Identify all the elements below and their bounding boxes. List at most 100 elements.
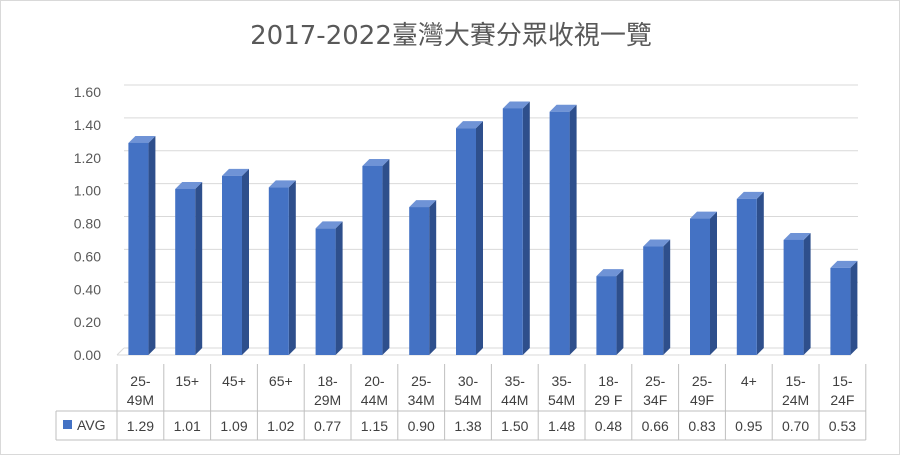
bar-side bbox=[288, 180, 296, 355]
bar-side bbox=[476, 121, 483, 355]
bar-side bbox=[616, 269, 624, 355]
bar-side bbox=[663, 239, 671, 355]
data-value-label: 1.02 bbox=[267, 418, 294, 434]
data-value-label: 0.95 bbox=[735, 418, 762, 434]
category-label: 44M bbox=[501, 392, 528, 408]
category-label: 18- bbox=[598, 373, 619, 389]
data-value-label: 1.50 bbox=[501, 418, 528, 434]
bar bbox=[128, 142, 149, 355]
bar-side bbox=[382, 158, 390, 355]
bar-top bbox=[830, 260, 858, 268]
bar-side bbox=[803, 232, 811, 355]
category-label: 25- bbox=[130, 373, 151, 389]
data-value-label: 1.09 bbox=[220, 418, 247, 434]
category-label: 49F bbox=[690, 392, 714, 408]
bar bbox=[315, 228, 336, 355]
bar-top bbox=[456, 121, 483, 129]
bar bbox=[690, 218, 710, 355]
bar bbox=[596, 276, 617, 355]
category-label: 35- bbox=[551, 373, 572, 389]
category-label: 25- bbox=[645, 373, 666, 389]
data-value-label: 0.66 bbox=[642, 418, 669, 434]
bar bbox=[643, 246, 664, 355]
bar-side bbox=[242, 168, 249, 355]
y-tick-label: 1.00 bbox=[74, 183, 101, 199]
bar-top bbox=[643, 239, 671, 247]
floor-edge bbox=[116, 347, 125, 356]
bar-side bbox=[335, 221, 343, 355]
bar-side bbox=[710, 211, 717, 355]
category-label: 49M bbox=[127, 392, 154, 408]
y-tick-label: 0.60 bbox=[74, 248, 101, 264]
category-label: 29M bbox=[314, 392, 341, 408]
category-label: 29 F bbox=[594, 392, 622, 408]
y-tick-label: 0.80 bbox=[74, 216, 101, 232]
bar-side bbox=[429, 200, 437, 355]
bar-top bbox=[690, 211, 717, 219]
category-label: 24F bbox=[830, 392, 854, 408]
y-tick-label: 0.40 bbox=[74, 281, 101, 297]
category-label: 54M bbox=[454, 392, 481, 408]
bar-top bbox=[362, 158, 390, 166]
bar-side bbox=[522, 101, 530, 355]
category-label: 24M bbox=[782, 392, 809, 408]
data-value-label: 1.48 bbox=[548, 418, 575, 434]
legend-label: AVG bbox=[77, 417, 106, 433]
bar-side bbox=[756, 191, 764, 355]
data-value-label: 0.77 bbox=[314, 418, 341, 434]
bar-side bbox=[148, 135, 156, 355]
category-label: 15+ bbox=[175, 373, 199, 389]
bar-side bbox=[850, 260, 858, 355]
category-label: 4+ bbox=[741, 373, 757, 389]
legend-key bbox=[63, 420, 72, 429]
category-label: 25- bbox=[692, 373, 713, 389]
category-label: 20- bbox=[364, 373, 385, 389]
bar bbox=[783, 239, 804, 355]
bar-top bbox=[596, 269, 624, 277]
category-label: 34M bbox=[408, 392, 435, 408]
bar-top bbox=[222, 168, 249, 176]
bar-top bbox=[175, 181, 203, 189]
bar bbox=[362, 165, 383, 355]
category-label: 30- bbox=[458, 373, 479, 389]
bar bbox=[409, 207, 430, 355]
bar bbox=[175, 188, 196, 355]
y-tick-label: 0.00 bbox=[74, 347, 101, 363]
data-value-label: 1.29 bbox=[127, 418, 154, 434]
category-label: 15- bbox=[832, 373, 853, 389]
data-value-label: 1.38 bbox=[454, 418, 481, 434]
bar-top bbox=[783, 232, 811, 240]
data-value-label: 0.48 bbox=[595, 418, 622, 434]
data-value-label: 0.70 bbox=[782, 418, 809, 434]
bar bbox=[456, 128, 476, 355]
y-tick-label: 1.60 bbox=[74, 84, 101, 100]
category-label: 45+ bbox=[222, 373, 246, 389]
category-label: 25- bbox=[411, 373, 432, 389]
bar bbox=[502, 108, 523, 355]
bar-top bbox=[268, 180, 296, 188]
bar bbox=[830, 267, 851, 355]
chart-title: 2017-2022臺灣大賽分眾收視一覽 bbox=[250, 21, 652, 51]
bar-top bbox=[315, 221, 343, 229]
data-value-label: 1.15 bbox=[361, 418, 388, 434]
bar-side bbox=[195, 181, 203, 355]
category-label: 35- bbox=[505, 373, 526, 389]
category-label: 15- bbox=[785, 373, 806, 389]
bar-top bbox=[549, 104, 577, 112]
bar-top bbox=[409, 200, 437, 208]
category-label: 54M bbox=[548, 392, 575, 408]
bar bbox=[268, 187, 289, 355]
category-label: 18- bbox=[317, 373, 338, 389]
bar bbox=[222, 175, 242, 355]
category-label: 44M bbox=[361, 392, 388, 408]
y-tick-label: 1.20 bbox=[74, 150, 101, 166]
category-label: 34F bbox=[643, 392, 667, 408]
bar-top bbox=[128, 135, 156, 143]
bar bbox=[736, 198, 757, 355]
category-label: 65+ bbox=[269, 373, 293, 389]
data-value-label: 0.83 bbox=[688, 418, 715, 434]
bar-top bbox=[736, 191, 764, 199]
y-tick-label: 0.20 bbox=[74, 314, 101, 330]
